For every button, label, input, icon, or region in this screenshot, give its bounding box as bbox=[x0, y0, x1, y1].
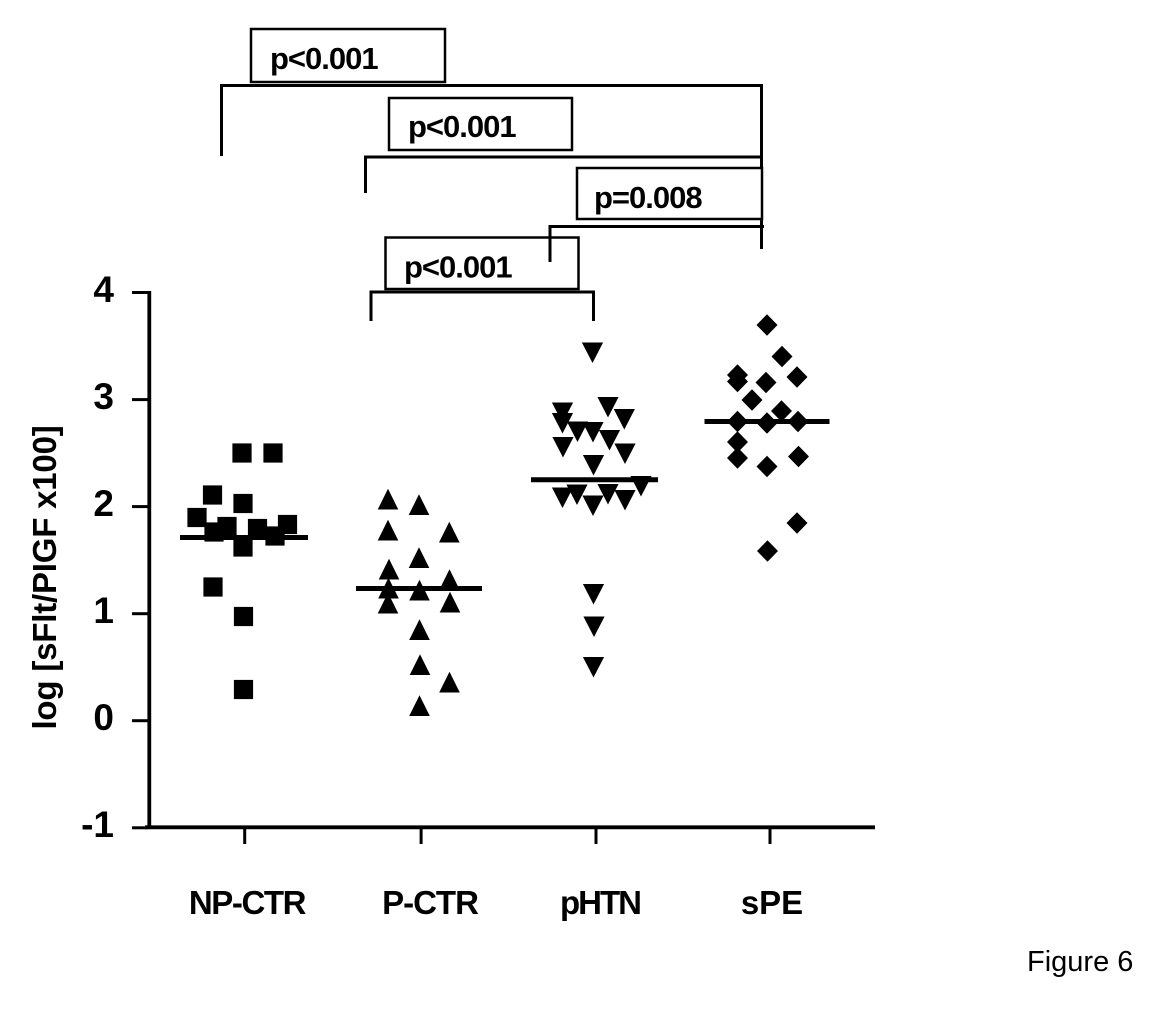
svg-text:NP-CTR: NP-CTR bbox=[189, 884, 307, 921]
svg-text:p<0.001: p<0.001 bbox=[270, 41, 378, 76]
svg-text:Figure 6: Figure 6 bbox=[1027, 946, 1133, 978]
svg-text:pHTN: pHTN bbox=[560, 884, 640, 921]
svg-text:1: 1 bbox=[93, 590, 114, 631]
svg-text:p<0.001: p<0.001 bbox=[404, 250, 512, 285]
svg-text:log [sFlt/PIGF x100]: log [sFlt/PIGF x100] bbox=[26, 425, 63, 729]
svg-text:0: 0 bbox=[93, 697, 114, 738]
svg-text:sPE: sPE bbox=[741, 884, 803, 921]
svg-text:-1: -1 bbox=[81, 804, 114, 845]
svg-text:p<0.001: p<0.001 bbox=[408, 109, 516, 144]
svg-text:p=0.008: p=0.008 bbox=[594, 180, 702, 215]
svg-text:P-CTR: P-CTR bbox=[382, 884, 479, 921]
svg-text:3: 3 bbox=[93, 376, 114, 417]
svg-text:2: 2 bbox=[93, 483, 114, 524]
svg-text:4: 4 bbox=[93, 269, 114, 310]
